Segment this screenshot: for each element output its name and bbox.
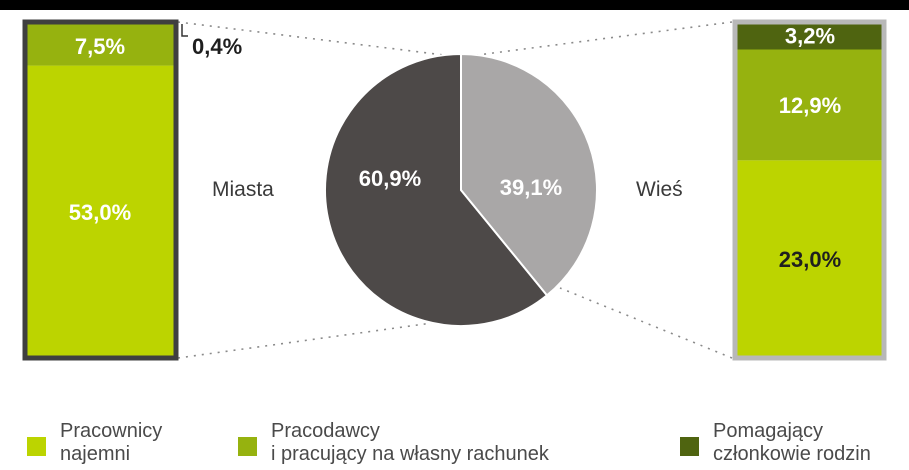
village-value-employers: 12,9% [779,93,841,118]
legend-helpers-line1: Pomagający [713,420,824,442]
village-segment-0 [735,160,884,358]
legend-employees-line2: najemni [60,443,131,465]
village-bar-frame [732,19,887,361]
city-value-employers: 7,5% [75,34,125,59]
pie-label-village: Wieś [636,178,683,201]
pie-slice-city [324,52,549,327]
legend-swatch-employers [238,437,257,456]
city-stacked-bar: 53,0% 7,5% 0,4% [22,19,242,361]
legend-helpers-line2: członkowie rodzin [713,443,871,465]
connector-line-2 [469,21,733,57]
pie-label-city: Miasta [212,178,274,201]
city-helpers-callout [181,24,188,37]
pie-chart: 60,9% 39,1% [324,52,598,327]
village-segment-1 [735,49,884,161]
city-segment-0 [25,65,176,358]
city-value-employees: 53,0% [69,200,131,225]
legend-swatch-helpers [680,437,699,456]
village-segment-2 [735,22,884,50]
pie-slice-village [460,52,598,297]
connector-line-3 [559,287,733,359]
legend-employers-line1: Pracodawcy [271,420,380,442]
connector-lines [177,21,733,359]
legend-swatch-employees [27,437,46,456]
city-value-helpers: 0,4% [192,34,242,59]
village-stacked-bar: 23,0% 12,9% 3,2% [732,19,887,361]
village-value-employees: 23,0% [779,247,841,272]
legend-employees-line1: Pracownicy [60,420,163,442]
city-bar-frame [22,19,179,361]
village-value-helpers: 3,2% [785,24,835,49]
pie-value-city: 60,9% [359,166,421,191]
connector-line-1 [177,322,433,359]
legend-employers-line2: i pracujący na własny rachunek [271,443,549,465]
city-segment-1 [25,24,176,66]
pie-value-village: 39,1% [500,175,562,200]
top-border [0,0,909,10]
